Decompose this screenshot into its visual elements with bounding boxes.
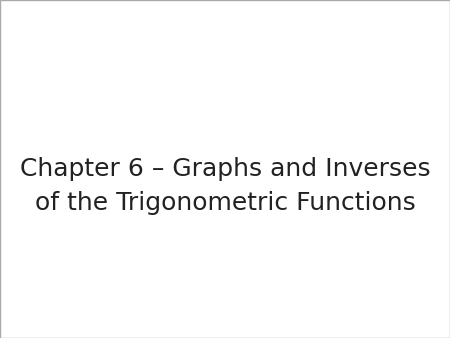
Text: Chapter 6 – Graphs and Inverses
of the Trigonometric Functions: Chapter 6 – Graphs and Inverses of the T… — [20, 157, 430, 215]
